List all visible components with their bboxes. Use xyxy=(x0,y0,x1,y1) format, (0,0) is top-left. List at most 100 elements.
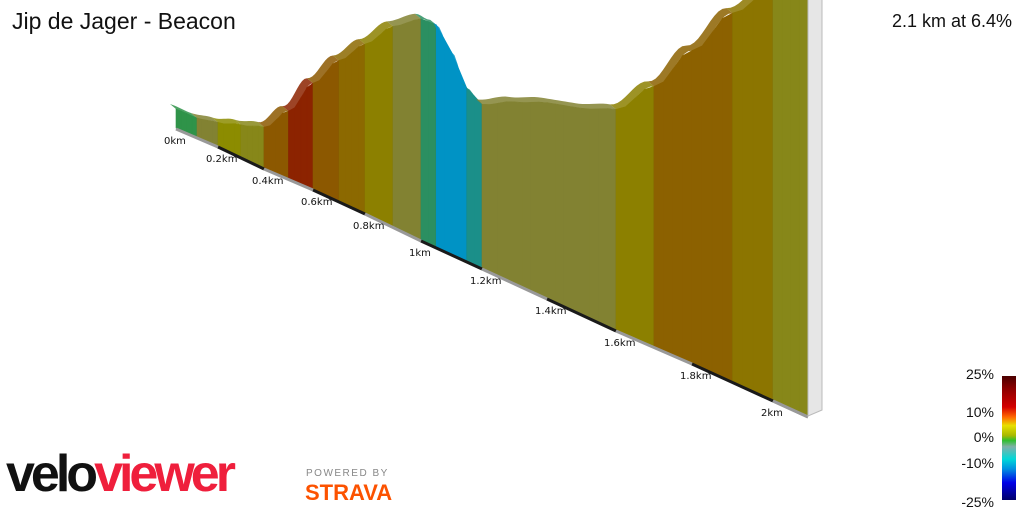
logo-viewer-text: viewer xyxy=(94,445,236,503)
distance-axis: 0km 0.2km 0.4km 0.6km 0.8km 1km 1.2km 1.4km 1.6k… xyxy=(164,127,809,419)
axis-segment xyxy=(615,329,693,366)
top-edge-face xyxy=(476,96,616,110)
gradient-strip xyxy=(653,81,664,352)
veloviewer-logo[interactable]: veloviewer xyxy=(6,445,236,503)
gradient-strip xyxy=(742,0,754,392)
top-edge-face xyxy=(430,19,467,88)
top-edge-face xyxy=(307,55,339,84)
axis-tick-label: 0km xyxy=(164,136,186,147)
page-title: Jip de Jager - Beacon xyxy=(12,8,236,34)
top-edge-face xyxy=(460,82,482,105)
gradient-strip xyxy=(406,19,415,238)
gradient-strip xyxy=(212,120,219,147)
gradient-strip xyxy=(672,54,683,360)
gradient-strip xyxy=(275,112,283,177)
gradient-strip xyxy=(338,57,346,205)
end-cap-face xyxy=(807,0,823,417)
top-edge-face xyxy=(648,8,733,87)
axis-tick-label: 1km xyxy=(409,248,431,259)
gradient-strip xyxy=(772,0,783,405)
gradient-strip xyxy=(269,119,277,174)
axis-tick-label: 2km xyxy=(761,408,783,419)
gradient-strip xyxy=(191,115,198,138)
gradient-strip xyxy=(522,101,532,291)
gradient-strip xyxy=(175,108,182,131)
legend-label-10: 10% xyxy=(965,404,994,420)
gradient-strip xyxy=(385,25,394,227)
gradient-strip xyxy=(481,103,491,273)
gradient-strip xyxy=(294,96,302,185)
axis-segment xyxy=(312,188,366,216)
top-edge-face xyxy=(212,117,241,125)
gradient-strip xyxy=(435,23,445,251)
legend-label-neg10: -10% xyxy=(961,455,994,471)
gradient-strip xyxy=(332,59,340,202)
gradient-strip xyxy=(252,125,259,166)
gradient-strip xyxy=(701,31,713,373)
gradient-strip xyxy=(615,106,626,335)
gradient-strip xyxy=(443,36,452,255)
axis-segment xyxy=(481,267,548,301)
top-edge-face xyxy=(387,13,421,27)
gradient-strip xyxy=(325,63,333,199)
gradient-strip xyxy=(682,50,693,364)
axis-tick-label: 0.4km xyxy=(252,176,283,187)
gradient-strip xyxy=(257,125,265,169)
gradient-strip xyxy=(581,107,591,319)
top-edge-face xyxy=(235,119,264,128)
gradient-color-bar xyxy=(1002,376,1016,500)
profile-end-cap xyxy=(807,0,823,417)
gradient-strip xyxy=(555,103,565,307)
gradient-strip xyxy=(598,108,608,327)
gradient-strip xyxy=(312,79,320,193)
gradient-strip xyxy=(451,51,460,258)
gradient-strip xyxy=(607,108,617,331)
strava-logo[interactable]: STRAVA xyxy=(305,480,393,505)
axis-segment xyxy=(175,127,219,149)
segment-summary: 2.1 km at 6.4% xyxy=(891,11,1012,31)
top-edge-face xyxy=(359,21,393,45)
top-edge-face xyxy=(170,104,197,118)
gradient-strip xyxy=(466,87,475,265)
gradient-strip xyxy=(625,97,636,339)
axis-segment xyxy=(691,362,774,403)
gradient-strip xyxy=(217,122,225,150)
gradient-strip xyxy=(752,0,764,396)
top-edge-face xyxy=(191,112,218,123)
axis-tick-label: 1.8km xyxy=(680,371,711,382)
legend-label-max: 25% xyxy=(965,366,994,382)
gradient-strip xyxy=(223,123,230,152)
gradient-strip xyxy=(180,110,187,133)
gradient-strip xyxy=(420,18,429,244)
gradient-strip xyxy=(399,22,408,234)
gradient-strip xyxy=(263,125,271,172)
gradient-strip xyxy=(207,119,214,145)
profile-top-edge xyxy=(170,0,754,128)
legend-label-min: -25% xyxy=(961,494,994,510)
gradient-strip xyxy=(196,117,203,140)
gradient-strip xyxy=(634,88,645,343)
axis-tick-label: 1.6km xyxy=(604,338,635,349)
gradient-strip xyxy=(506,101,515,284)
gradient-strip xyxy=(392,24,401,231)
gradient-strip xyxy=(240,124,248,161)
top-edge-face xyxy=(415,13,437,25)
gradient-strip xyxy=(691,45,703,369)
gradient-strip xyxy=(351,46,359,211)
axis-segment xyxy=(420,239,483,271)
gradient-strip xyxy=(546,102,556,303)
powered-by-label: POWERED BY xyxy=(306,468,389,479)
gradient-strips xyxy=(175,0,809,417)
gradient-strip xyxy=(572,106,582,315)
gradient-strip xyxy=(790,0,800,413)
top-edge-face xyxy=(610,81,654,110)
axis-segment xyxy=(217,145,265,171)
gradient-strip xyxy=(428,21,437,248)
gradient-strip xyxy=(762,0,774,401)
gradient-strip xyxy=(306,82,314,190)
gradient-strip xyxy=(319,71,327,196)
logo-velo-text: velo xyxy=(6,445,98,503)
gradient-legend: 25% 10% 0% -10% -25% xyxy=(940,366,1024,512)
gradient-strip xyxy=(732,9,743,387)
